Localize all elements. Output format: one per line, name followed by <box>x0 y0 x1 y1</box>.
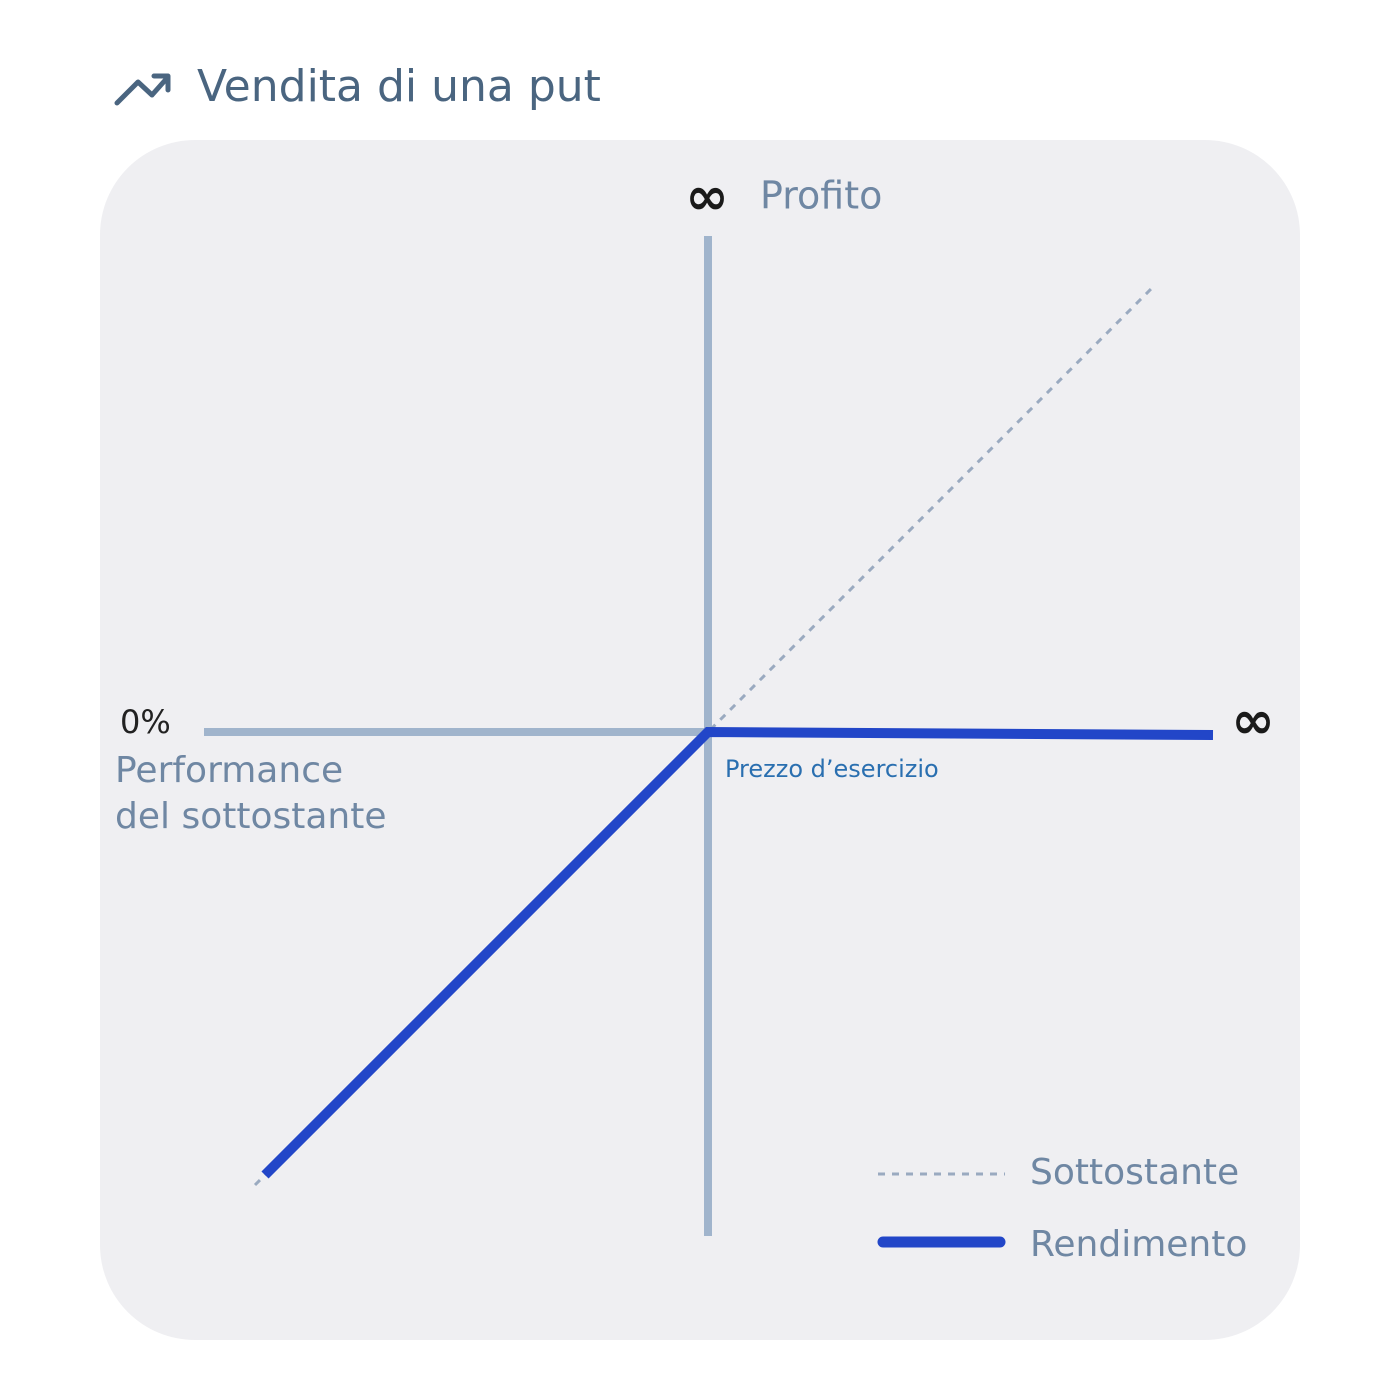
x-axis-start: 0% <box>120 703 171 741</box>
trend-icon <box>114 73 171 106</box>
legend-label: Rendimento <box>1030 1224 1247 1265</box>
y-axis-symbol: ∞ <box>685 167 728 227</box>
x-axis-label: Performance <box>115 750 343 791</box>
payoff-line <box>261 726 1214 1179</box>
title: Vendita di una put <box>197 61 601 112</box>
x-axis-symbol: ∞ <box>1231 691 1274 751</box>
legend-label: Sottostante <box>1030 1152 1239 1193</box>
strike-label: Prezzo d’esercizio <box>725 755 939 783</box>
x-axis-label: del sottostante <box>115 796 387 837</box>
y-axis-label: Profito <box>760 174 882 218</box>
